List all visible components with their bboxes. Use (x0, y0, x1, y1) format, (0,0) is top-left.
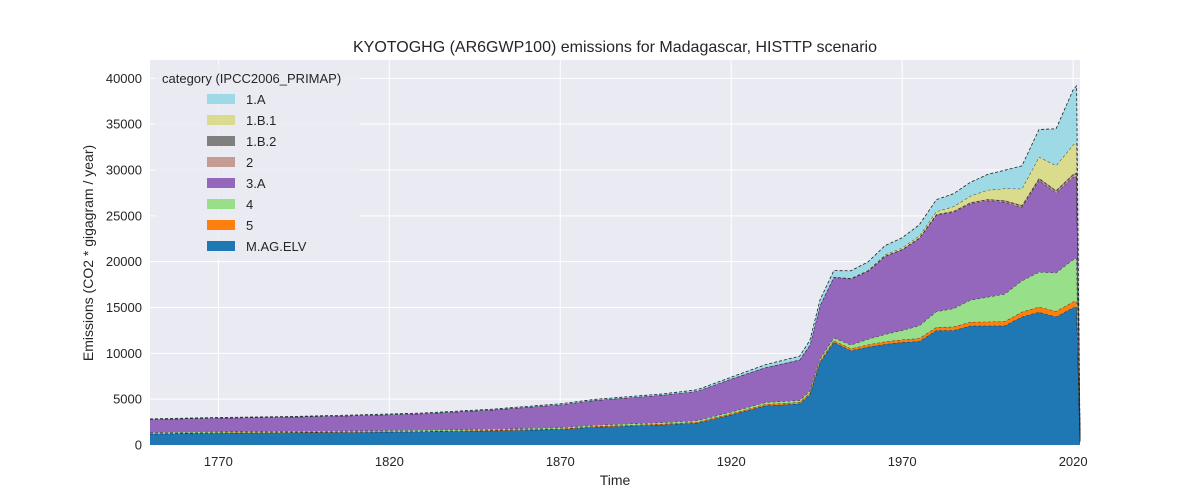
legend-swatch-1-b-1 (207, 115, 235, 125)
y-tick-label: 20000 (106, 254, 142, 269)
legend-label-1-a: 1.A (246, 92, 266, 107)
legend-title: category (IPCC2006_PRIMAP) (162, 71, 341, 86)
y-tick-label: 0 (135, 438, 142, 453)
legend-swatch-4 (207, 199, 235, 209)
legend-label-2: 2 (246, 155, 253, 170)
legend-swatch-3-a (207, 178, 235, 188)
x-tick-label: 1920 (717, 454, 746, 469)
stacked-areas (149, 84, 1081, 445)
y-tick-labels: 0 5000 10000 15000 20000 25000 30000 35000 40000 (106, 71, 142, 453)
boundary-1-a (149, 84, 1081, 436)
area-3-a (150, 176, 1080, 442)
x-tick-label: 2020 (1059, 454, 1088, 469)
y-tick-label: 40000 (106, 71, 142, 86)
x-tick-label: 1820 (375, 454, 404, 469)
y-tick-label: 15000 (106, 300, 142, 315)
x-tick-labels: 1770 1820 1870 1920 1970 2020 (204, 454, 1088, 469)
legend-swatch-1-a (207, 94, 235, 104)
y-tick-label: 30000 (106, 163, 142, 178)
legend-label-3-a: 3.A (246, 176, 266, 191)
y-axis-label: Emissions (CO2 * gigagram / year) (80, 145, 96, 361)
area-m-ag-elv (150, 307, 1080, 445)
area-2 (150, 173, 1080, 440)
legend: category (IPCC2006_PRIMAP) 1.A 1.B.1 1.B.2… (155, 65, 360, 260)
legend-label-1-b-2: 1.B.2 (246, 134, 276, 149)
boundary-3-a (149, 175, 1081, 440)
legend-box (155, 65, 360, 260)
legend-swatch-m-ag-elv (207, 241, 235, 251)
legend-items: 1.A 1.B.1 1.B.2 2 3.A 4 5 M.AG.ELV (207, 92, 307, 254)
legend-swatch-1-b-2 (207, 136, 235, 146)
y-tick-label: 25000 (106, 208, 142, 223)
x-tick-label: 1970 (888, 454, 917, 469)
legend-label-4: 4 (246, 197, 253, 212)
x-tick-label: 1870 (546, 454, 575, 469)
legend-label-m-ag-elv: M.AG.ELV (246, 239, 307, 254)
chart-title: KYOTOGHG (AR6GWP100) emissions for Madag… (353, 39, 877, 56)
legend-label-1-b-1: 1.B.1 (246, 113, 276, 128)
y-tick-label: 5000 (113, 392, 142, 407)
x-axis-label: Time (600, 472, 631, 488)
y-tick-label: 35000 (106, 117, 142, 132)
y-tick-label: 10000 (106, 346, 142, 361)
legend-label-5: 5 (246, 218, 253, 233)
legend-swatch-2 (207, 157, 235, 167)
x-tick-label: 1770 (204, 454, 233, 469)
legend-swatch-5 (207, 220, 235, 230)
